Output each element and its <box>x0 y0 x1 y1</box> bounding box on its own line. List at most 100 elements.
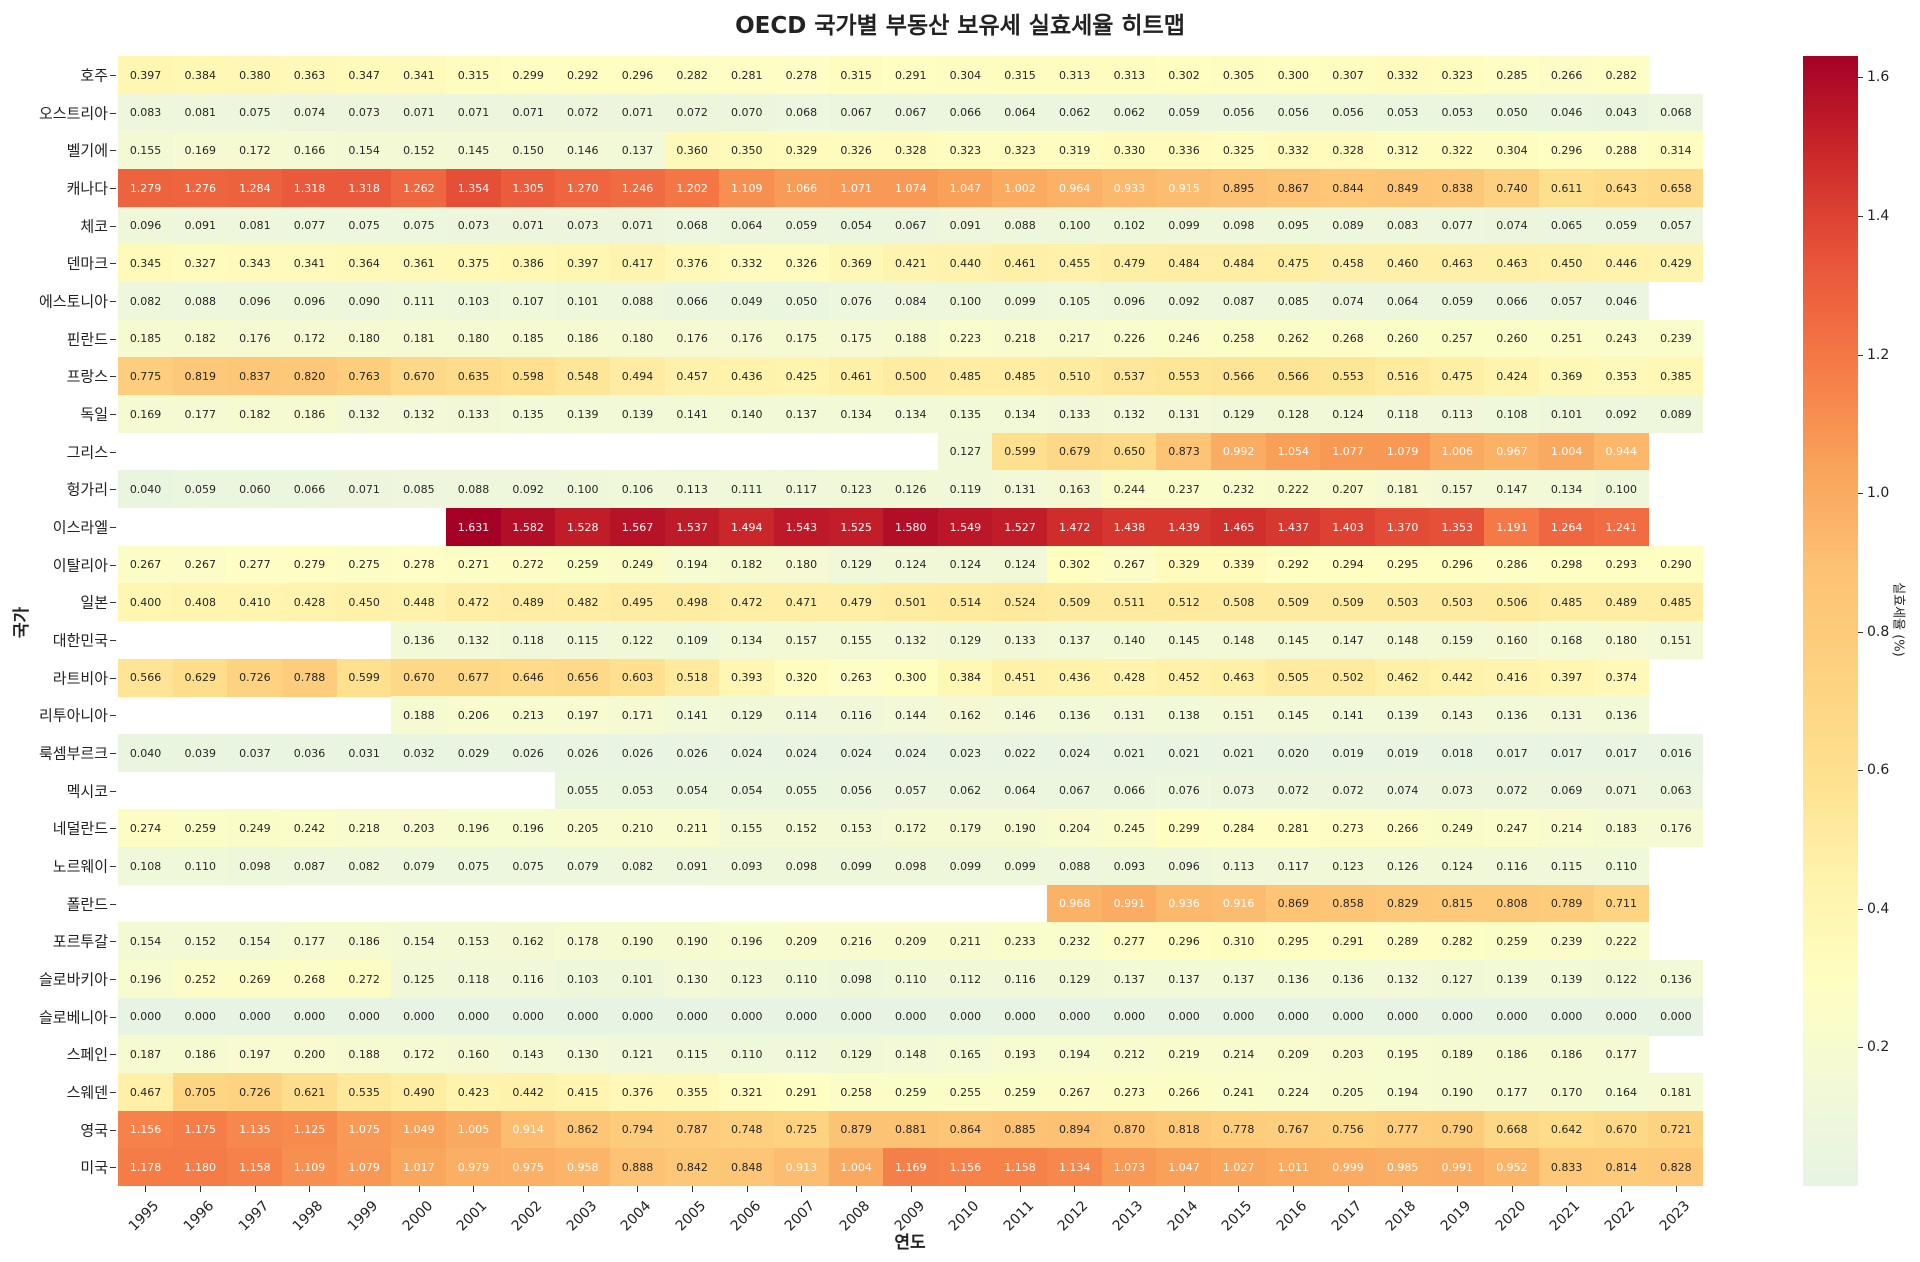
x-tick <box>254 1186 256 1192</box>
heatmap-cell: 0.071 <box>609 206 666 245</box>
heatmap-cell: 0.451 <box>992 658 1048 697</box>
heatmap-cell: 0.049 <box>719 282 775 321</box>
heatmap-cell: 0.566 <box>1265 357 1321 396</box>
heatmap-cell: 1.005 <box>445 1110 502 1149</box>
heatmap-cell: 0.819 <box>172 357 228 396</box>
heatmap-cell: 0.000 <box>1320 997 1376 1036</box>
heatmap-cell: 1.241 <box>1593 508 1649 547</box>
heatmap-cell: 1.011 <box>1265 1148 1321 1187</box>
heatmap-cell: 0.099 <box>992 282 1048 321</box>
heatmap-cell: 0.944 <box>1593 432 1649 471</box>
heatmap-cell: 0.000 <box>1265 997 1321 1036</box>
heatmap-cell: 0.079 <box>555 847 611 886</box>
heatmap-cell: 0.643 <box>1593 169 1649 208</box>
y-tick <box>110 1016 116 1018</box>
x-tick-label: 2006 <box>727 1198 764 1235</box>
heatmap-cell: 0.075 <box>500 847 556 886</box>
heatmap-cell: 0.096 <box>1156 847 1212 886</box>
heatmap-cell: 0.151 <box>1648 621 1704 660</box>
heatmap-cell: 0.000 <box>937 997 993 1036</box>
heatmap-cell: 0.181 <box>391 319 447 358</box>
heatmap-cell: 0.245 <box>1101 809 1157 848</box>
heatmap-cell: 0.200 <box>281 1035 338 1074</box>
heatmap-cell: 0.646 <box>500 658 556 697</box>
heatmap-cell: 0.067 <box>828 93 884 132</box>
heatmap-cell: 0.296 <box>1429 545 1485 584</box>
heatmap-cell: 0.288 <box>1593 131 1649 170</box>
heatmap-cell: 1.270 <box>555 169 611 208</box>
heatmap-cell: 0.141 <box>664 395 720 434</box>
heatmap-cell: 0.397 <box>118 56 174 95</box>
heatmap-cell: 0.073 <box>1429 771 1485 810</box>
heatmap-cell: 0.116 <box>828 696 884 735</box>
heatmap-cell: 0.166 <box>281 131 338 170</box>
heatmap-cell: 0.485 <box>1539 583 1595 622</box>
heatmap-cell: 0.098 <box>773 847 829 886</box>
heatmap-cell: 0.964 <box>1047 169 1103 208</box>
heatmap-cell: 0.294 <box>1320 545 1376 584</box>
heatmap-cell: 0.267 <box>1047 1073 1103 1112</box>
heatmap-cell: 0.137 <box>1211 960 1267 999</box>
heatmap-cell: 0.829 <box>1375 884 1431 923</box>
y-tick-label: 에스토니아 <box>38 292 108 311</box>
x-tick <box>855 1186 857 1192</box>
heatmap-cell: 0.223 <box>937 319 993 358</box>
heatmap-cell: 0.621 <box>281 1073 338 1112</box>
heatmap-cell: 0.266 <box>1375 809 1431 848</box>
heatmap-cell: 0.123 <box>719 960 775 999</box>
heatmap-cell: 0.425 <box>773 357 829 396</box>
heatmap-cell: 0.310 <box>1211 922 1267 961</box>
heatmap-cell: 0.286 <box>1484 545 1540 584</box>
heatmap-cell: 0.064 <box>992 771 1048 810</box>
heatmap-cell: 0.057 <box>883 771 939 810</box>
heatmap-cell: 0.055 <box>555 771 611 810</box>
heatmap-cell: 0.218 <box>992 319 1048 358</box>
heatmap-cell: 0.463 <box>1429 244 1485 283</box>
heatmap-cell: 0.512 <box>1156 583 1212 622</box>
x-tick <box>1129 1186 1131 1192</box>
heatmap-cell: 0.212 <box>1101 1035 1157 1074</box>
heatmap-cell: 0.186 <box>336 922 392 961</box>
heatmap-cell: 1.537 <box>664 508 720 547</box>
heatmap-cell: 0.787 <box>664 1110 720 1149</box>
heatmap-cell: 0.423 <box>445 1073 502 1112</box>
heatmap-cell: 0.127 <box>937 432 993 471</box>
heatmap-cell: 0.376 <box>609 1073 666 1112</box>
y-tick <box>110 790 116 792</box>
heatmap-cell: 1.079 <box>336 1148 392 1187</box>
heatmap-cell: 0.677 <box>445 658 502 697</box>
heatmap-cell: 0.975 <box>500 1148 556 1187</box>
heatmap-cell: 0.171 <box>609 696 666 735</box>
heatmap-cell: 0.299 <box>1156 809 1212 848</box>
heatmap-cell: 0.115 <box>555 621 611 660</box>
heatmap-cell: 0.000 <box>1101 997 1157 1036</box>
heatmap-cell: 0.263 <box>828 658 884 697</box>
heatmap-cell: 0.300 <box>1265 56 1321 95</box>
heatmap-cell: 0.789 <box>1539 884 1595 923</box>
y-tick <box>110 639 116 641</box>
heatmap-cell: 0.194 <box>1047 1035 1103 1074</box>
heatmap-cell: 0.115 <box>1539 847 1595 886</box>
heatmap-cell: 0.312 <box>1375 131 1431 170</box>
heatmap-cell: 0.054 <box>719 771 775 810</box>
heatmap-cell: 0.172 <box>227 131 283 170</box>
heatmap-cell: 0.255 <box>937 1073 993 1112</box>
heatmap-cell: 0.147 <box>1320 621 1376 660</box>
heatmap-cell: 0.315 <box>445 56 502 95</box>
heatmap-cell: 0.341 <box>281 244 338 283</box>
heatmap-cell: 0.110 <box>719 1035 775 1074</box>
heatmap-cell: 0.132 <box>883 621 939 660</box>
heatmap-cell: 0.603 <box>609 658 666 697</box>
heatmap-cell: 0.026 <box>664 734 720 773</box>
heatmap-cell: 0.018 <box>1429 734 1485 773</box>
heatmap-cell: 0.177 <box>1593 1035 1649 1074</box>
heatmap-cell: 0.154 <box>391 922 447 961</box>
heatmap-cell: 0.194 <box>664 545 720 584</box>
heatmap-cell: 0.126 <box>883 470 939 509</box>
y-tick <box>110 865 116 867</box>
heatmap-cell: 0.952 <box>1484 1148 1540 1187</box>
heatmap-cell: 0.031 <box>336 734 392 773</box>
x-tick <box>1457 1186 1459 1192</box>
x-tick-label: 1996 <box>180 1198 218 1235</box>
heatmap-cell: 0.503 <box>1375 583 1431 622</box>
